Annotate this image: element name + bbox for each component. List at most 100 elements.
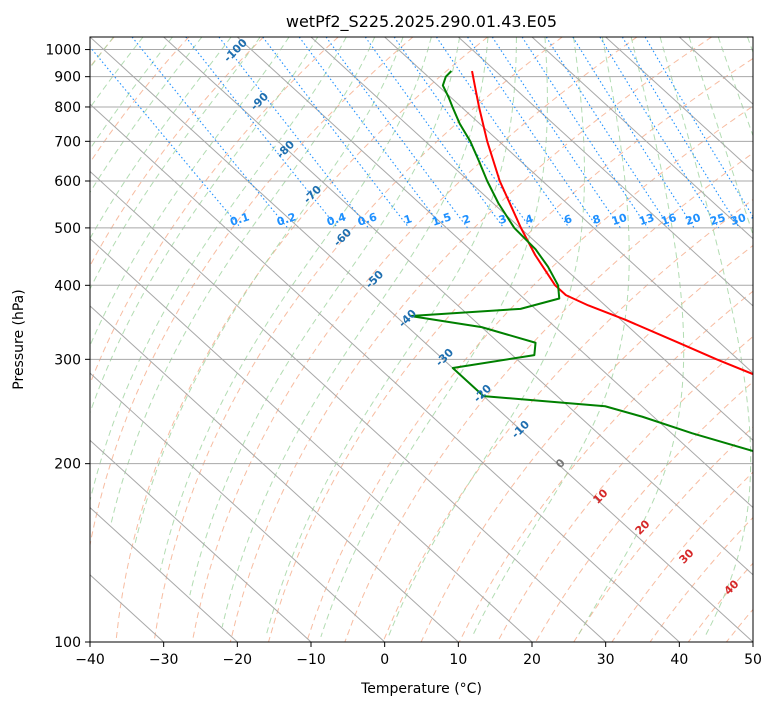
moist-adiabat xyxy=(134,37,404,545)
y-axis-ticks: 100 200 300 400 500 600 700 800 900 1000 xyxy=(45,43,90,651)
dewpoint-profile-line xyxy=(409,70,753,453)
moist-adiabat xyxy=(576,37,685,638)
isotherm-10 xyxy=(457,37,753,307)
moist-adiabat xyxy=(265,37,517,638)
y-axis-title: Pressure (hPa) xyxy=(11,289,27,389)
plot-frame xyxy=(89,36,754,643)
moist-adiabat xyxy=(90,37,319,415)
dry-adiabat xyxy=(306,105,753,642)
y-tick-label: 900 xyxy=(54,70,81,86)
mixing-ratio-line xyxy=(298,37,444,229)
dry-adiabat xyxy=(153,37,563,642)
isobars xyxy=(90,49,753,642)
isotherm--50 xyxy=(90,103,680,642)
mixing-ratio-label: 30 xyxy=(729,211,748,228)
y-tick-label: 700 xyxy=(54,134,81,150)
mixing-ratio-label: 25 xyxy=(708,211,727,228)
moist-adiabat xyxy=(688,37,753,237)
x-tick-label: 10 xyxy=(449,652,467,668)
isotherm--10 xyxy=(310,37,753,442)
mixing-ratio-label: 13 xyxy=(637,211,656,228)
chart-title: wetPf2_S225.2025.290.01.43.E05 xyxy=(286,12,557,32)
moist-adiabat xyxy=(387,37,585,638)
mixing-ratio-line xyxy=(262,37,410,229)
moist-adiabat xyxy=(221,37,489,628)
moist-adiabat xyxy=(659,37,752,638)
moist-adiabat xyxy=(320,37,548,638)
isotherm-30 xyxy=(605,37,753,173)
isotherm--40 xyxy=(90,37,753,642)
moist-adiabat xyxy=(90,37,347,503)
mixing-ratio-label: 1.5 xyxy=(430,210,453,228)
x-tick-label: 40 xyxy=(670,652,688,668)
dry-adiabat xyxy=(497,335,753,642)
mixing-ratio-line xyxy=(467,37,599,229)
x-tick-label: 30 xyxy=(597,652,615,668)
mixing-ratio-line xyxy=(491,37,621,229)
y-tick-label: 400 xyxy=(54,278,81,294)
y-tick-label: 600 xyxy=(54,174,81,190)
x-axis-ticks: −40 −30 −20 −10 0 10 20 30 40 50 xyxy=(75,642,762,668)
moist-adiabats xyxy=(90,37,753,638)
mixing-ratio-label: 0.2 xyxy=(275,210,298,228)
moist-adiabat xyxy=(90,37,261,290)
dry-adiabat xyxy=(535,381,753,642)
moist-adiabat xyxy=(471,37,630,638)
y-tick-label: 200 xyxy=(54,457,81,473)
dry-adiabat xyxy=(191,37,638,642)
dry-adiabat xyxy=(115,37,488,642)
y-tick-label: 1000 xyxy=(45,43,81,59)
mixing-ratio-label: 0.4 xyxy=(325,210,348,228)
x-tick-label: −30 xyxy=(149,652,179,668)
temperature-profile-line xyxy=(471,70,753,376)
mixing-ratio-label: 36 xyxy=(750,211,769,228)
x-tick-label: −20 xyxy=(223,652,253,668)
isotherm--60 xyxy=(90,170,607,642)
moist-adiabat xyxy=(90,37,290,347)
y-tick-label: 100 xyxy=(54,635,81,651)
mixing-ratio-line xyxy=(185,37,338,229)
x-tick-label: 50 xyxy=(744,652,762,668)
isotherm--90 xyxy=(90,372,386,642)
x-tick-label: 20 xyxy=(523,652,541,668)
mixing-ratio-label: 4 xyxy=(524,212,536,227)
mixing-ratio-line xyxy=(325,37,468,229)
x-tick-label: −10 xyxy=(296,652,326,668)
isotherm--110 xyxy=(90,506,238,642)
isotherm--30 xyxy=(163,37,753,576)
moist-adiabat xyxy=(90,37,232,240)
y-tick-label: 500 xyxy=(54,221,81,237)
isotherm--20 xyxy=(236,37,753,509)
dry-adiabat xyxy=(90,37,264,267)
x-tick-label: −40 xyxy=(75,652,105,668)
isotherm-20 xyxy=(531,37,753,240)
mixing-ratio-label: 3 xyxy=(497,212,508,227)
mixing-ratio-line xyxy=(621,37,740,229)
dry-adiabat xyxy=(90,37,414,548)
data-series xyxy=(409,70,753,453)
mixing-ratio-label: 1 xyxy=(402,212,413,227)
mixing-ratio-label: 0.6 xyxy=(356,210,379,228)
y-tick-label: 300 xyxy=(54,352,81,368)
mixing-ratio-label: 2 xyxy=(461,212,472,227)
dry-adiabat xyxy=(90,37,190,164)
mixing-ratio-line xyxy=(364,37,505,229)
mixing-ratio-line xyxy=(90,46,242,229)
mixing-ratio-label: 6 xyxy=(562,212,574,227)
y-tick-label: 800 xyxy=(54,100,81,116)
mixing-ratio-label: 10 xyxy=(610,211,629,228)
mixing-ratio-line xyxy=(545,37,671,229)
moist-adiabat xyxy=(110,37,376,525)
isotherms xyxy=(90,37,753,642)
moist-adiabat xyxy=(159,37,432,571)
isotherm--80 xyxy=(90,305,459,642)
mixing-ratio-label: 16 xyxy=(660,211,679,228)
isotherm--70 xyxy=(90,237,533,642)
mixing-ratio-line xyxy=(521,37,649,229)
mixing-ratio-line xyxy=(131,37,289,229)
isotherm-0 xyxy=(384,37,753,374)
mixing-ratio-line xyxy=(572,37,695,229)
mixing-ratio-line xyxy=(435,37,570,229)
